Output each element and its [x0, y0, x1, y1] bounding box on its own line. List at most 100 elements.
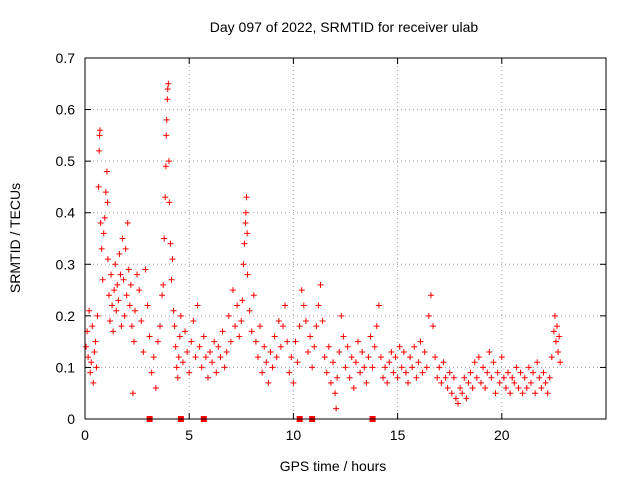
- data-point: [340, 333, 347, 340]
- data-point: [392, 354, 399, 361]
- data-point: [88, 359, 95, 366]
- data-point: [83, 343, 90, 350]
- data-point: [209, 359, 216, 366]
- data-point: [352, 359, 359, 366]
- data-point: [227, 338, 234, 345]
- data-point: [98, 245, 105, 252]
- data-point: [427, 292, 434, 299]
- data-point: [140, 348, 147, 355]
- axis-ticks: 0 0.1 0.2 0.3 0.4 0.5 0.6 0.7 0 5 10 15 20: [56, 50, 606, 443]
- data-point: [86, 307, 93, 314]
- data-point: [176, 333, 183, 340]
- data-point: [342, 364, 349, 371]
- data-point: [498, 354, 505, 361]
- data-point: [190, 318, 197, 325]
- data-point: [198, 364, 205, 371]
- data-point: [118, 323, 125, 330]
- data-point: [174, 374, 181, 381]
- data-point: [290, 379, 297, 386]
- data-point: [241, 240, 248, 247]
- data-point: [323, 369, 330, 376]
- data-point: [302, 318, 309, 325]
- data-point: [409, 364, 416, 371]
- data-point: [261, 343, 268, 350]
- data-point: [95, 183, 102, 190]
- data-point: [444, 385, 451, 392]
- data-point: [229, 287, 236, 294]
- data-point: [477, 379, 484, 386]
- data-point: [167, 240, 174, 247]
- data-point: [93, 364, 100, 371]
- data-point: [513, 364, 520, 371]
- data-point: [455, 400, 462, 407]
- data-point: [171, 323, 178, 330]
- x-tick-label: 10: [286, 427, 302, 443]
- data-point: [344, 343, 351, 350]
- data-point: [382, 364, 389, 371]
- data-point: [507, 390, 514, 397]
- data-point: [405, 379, 412, 386]
- data-point: [159, 292, 166, 299]
- data-point: [184, 348, 191, 355]
- data-point: [103, 168, 110, 175]
- data-point: [244, 230, 251, 237]
- data-point: [550, 328, 557, 335]
- data-point: [269, 364, 276, 371]
- data-point: [223, 348, 230, 355]
- data-point: [85, 354, 92, 361]
- data-point: [194, 302, 201, 309]
- data-point: [165, 80, 172, 87]
- data-point: [172, 343, 179, 350]
- data-point: [111, 287, 118, 294]
- y-axis-label: SRMTID / TECUs: [7, 183, 23, 293]
- data-point: [254, 354, 261, 361]
- data-point: [538, 385, 545, 392]
- data-point: [532, 390, 539, 397]
- data-point: [242, 209, 249, 216]
- data-point: [525, 364, 532, 371]
- data-point: [486, 348, 493, 355]
- data-point: [394, 374, 401, 381]
- data-point: [432, 354, 439, 361]
- data-point: [471, 359, 478, 366]
- data-point: [112, 261, 119, 268]
- data-point: [325, 343, 332, 350]
- data-point: [169, 256, 176, 263]
- data-point: [89, 323, 96, 330]
- x-tick-label: 0: [81, 427, 89, 443]
- data-point: [473, 374, 480, 381]
- data-point: [492, 390, 499, 397]
- data-point: [317, 281, 324, 288]
- data-point: [452, 395, 459, 402]
- data-point: [265, 379, 272, 386]
- data-point: [434, 374, 441, 381]
- data-point: [377, 354, 384, 361]
- data-point: [211, 338, 218, 345]
- data-point: [534, 359, 541, 366]
- data-point: [557, 359, 564, 366]
- data-point: [333, 405, 340, 412]
- data-point: [259, 369, 266, 376]
- data-point: [200, 333, 207, 340]
- chart-title: Day 097 of 2022, SRMTID for receiver ula…: [210, 19, 479, 35]
- data-point: [540, 369, 547, 376]
- data-point: [213, 369, 220, 376]
- data-point: [327, 379, 334, 386]
- data-point: [463, 395, 470, 402]
- data-point: [94, 312, 101, 319]
- data-point: [91, 348, 98, 355]
- data-point: [465, 379, 472, 386]
- data-point: [332, 390, 339, 397]
- data-point: [425, 312, 432, 319]
- data-point: [500, 374, 507, 381]
- data-point: [336, 348, 343, 355]
- data-point: [459, 390, 466, 397]
- data-point: [152, 385, 159, 392]
- data-point: [350, 385, 357, 392]
- data-point: [225, 312, 232, 319]
- data-point: [527, 379, 534, 386]
- data-point: [355, 338, 362, 345]
- data-point: [292, 338, 299, 345]
- data-point: [120, 276, 127, 283]
